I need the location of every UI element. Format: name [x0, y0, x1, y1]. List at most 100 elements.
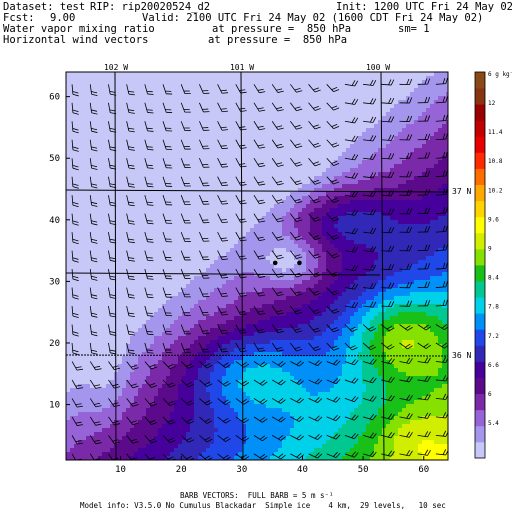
- contour-cell: [154, 260, 159, 265]
- contour-cell: [258, 176, 263, 181]
- contour-cell: [322, 240, 327, 245]
- contour-cell: [238, 92, 243, 97]
- contour-cell: [370, 276, 375, 281]
- contour-cell: [326, 208, 331, 213]
- contour-cell: [342, 144, 347, 149]
- contour-cell: [410, 248, 415, 253]
- contour-cell: [238, 176, 243, 181]
- contour-cell: [342, 232, 347, 237]
- contour-cell: [214, 92, 219, 97]
- contour-cell: [242, 104, 247, 109]
- contour-cell: [342, 140, 347, 145]
- contour-cell: [398, 252, 403, 257]
- contour-cell: [82, 124, 87, 129]
- contour-cell: [74, 76, 79, 81]
- contour-cell: [390, 220, 395, 225]
- contour-cell: [442, 144, 447, 149]
- contour-cell: [126, 244, 131, 249]
- contour-cell: [230, 244, 235, 249]
- contour-cell: [430, 104, 435, 109]
- contour-cell: [370, 160, 375, 165]
- contour-cell: [182, 276, 187, 281]
- contour-cell: [202, 80, 207, 85]
- contour-cell: [342, 216, 347, 221]
- contour-cell: [418, 220, 423, 225]
- contour-cell: [378, 132, 383, 137]
- contour-cell: [194, 256, 199, 261]
- contour-cell: [126, 124, 131, 129]
- contour-cell: [190, 152, 195, 157]
- contour-cell: [386, 200, 391, 205]
- contour-cell: [250, 204, 255, 209]
- contour-cell: [318, 148, 323, 153]
- contour-cell: [266, 72, 271, 77]
- contour-cell: [86, 144, 91, 149]
- contour-cell: [342, 204, 347, 209]
- contour-cell: [338, 264, 343, 269]
- contour-cell: [130, 204, 135, 209]
- contour-cell: [134, 140, 139, 145]
- contour-cell: [446, 140, 448, 145]
- contour-cell: [214, 80, 219, 85]
- contour-cell: [314, 88, 319, 93]
- contour-cell: [306, 120, 311, 125]
- contour-cell: [122, 232, 127, 237]
- contour-cell: [190, 276, 195, 281]
- contour-cell: [146, 116, 151, 121]
- contour-cell: [66, 124, 71, 129]
- contour-cell: [110, 132, 115, 137]
- contour-cell: [394, 116, 399, 121]
- contour-cell: [242, 236, 247, 241]
- contour-cell: [310, 264, 315, 269]
- contour-cell: [374, 228, 379, 233]
- contour-cell: [86, 172, 91, 177]
- contour-cell: [226, 144, 231, 149]
- contour-cell: [238, 116, 243, 121]
- contour-cell: [282, 232, 287, 237]
- contour-cell: [194, 224, 199, 229]
- contour-cell: [198, 192, 203, 197]
- contour-cell: [346, 260, 351, 265]
- contour-cell: [194, 112, 199, 117]
- contour-cell: [118, 96, 123, 101]
- contour-cell: [162, 268, 167, 273]
- contour-cell: [302, 120, 307, 125]
- contour-cell: [230, 240, 235, 245]
- contour-cell: [78, 148, 83, 153]
- contour-cell: [142, 256, 147, 261]
- contour-cell: [330, 196, 335, 201]
- contour-cell: [370, 144, 375, 149]
- contour-cell: [322, 112, 327, 117]
- contour-cell: [410, 84, 415, 89]
- contour-cell: [390, 272, 395, 277]
- contour-cell: [402, 264, 407, 269]
- contour-cell: [298, 88, 303, 93]
- contour-cell: [306, 140, 311, 145]
- contour-cell: [326, 196, 331, 201]
- contour-cell: [118, 216, 123, 221]
- contour-cell: [422, 152, 427, 157]
- contour-cell: [286, 160, 291, 165]
- contour-cell: [238, 276, 243, 281]
- contour-cell: [274, 268, 279, 273]
- contour-cell: [158, 176, 163, 181]
- contour-cell: [406, 72, 411, 77]
- contour-cell: [294, 88, 299, 93]
- contour-cell: [282, 228, 287, 233]
- contour-cell: [366, 112, 371, 117]
- contour-cell: [130, 156, 135, 161]
- contour-cell: [314, 212, 319, 217]
- contour-cell: [218, 228, 223, 233]
- contour-cell: [210, 204, 215, 209]
- contour-cell: [278, 212, 283, 217]
- contour-cell: [434, 208, 439, 213]
- contour-cell: [86, 92, 91, 97]
- contour-cell: [74, 216, 79, 221]
- contour-cell: [358, 248, 363, 253]
- contour-cell: [158, 92, 163, 97]
- contour-cell: [102, 112, 107, 117]
- contour-cell: [230, 84, 235, 89]
- contour-cell: [318, 92, 323, 97]
- contour-cell: [146, 104, 151, 109]
- contour-cell: [74, 88, 79, 93]
